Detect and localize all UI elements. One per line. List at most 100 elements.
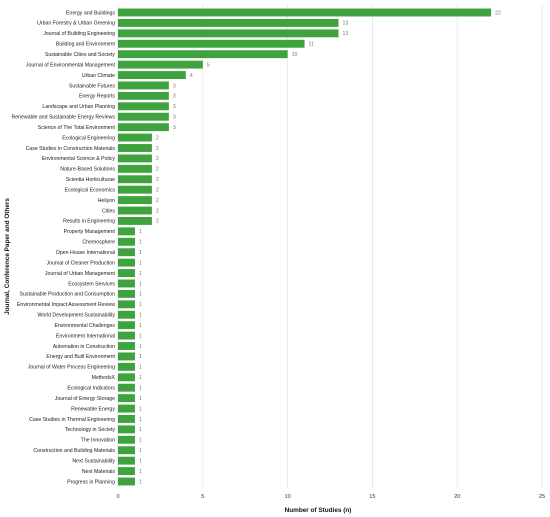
bar [118, 227, 135, 236]
value-label: 2 [156, 208, 159, 214]
category-label: Scientia Horticulturae [66, 177, 115, 183]
x-tick-label: 25 [539, 494, 545, 500]
value-label: 1 [139, 417, 142, 423]
bar [118, 196, 152, 205]
category-label: Case Studies in Construction Materials [26, 146, 116, 152]
category-label: Next Materials [82, 469, 116, 475]
value-label: 2 [156, 198, 159, 204]
bar [118, 206, 152, 215]
value-label: 1 [139, 448, 142, 454]
y-axis-title: Journal, Conference Paper and Others [4, 198, 11, 315]
category-label: Science of The Total Environment [38, 125, 116, 131]
value-label: 1 [139, 323, 142, 329]
value-label: 13 [342, 31, 348, 37]
value-label: 1 [139, 313, 142, 319]
value-label: 1 [139, 229, 142, 235]
value-label: 2 [156, 187, 159, 193]
category-label: Property Management [64, 229, 116, 235]
category-label: Heliyon [98, 198, 115, 204]
bar [118, 123, 169, 132]
bar [118, 112, 169, 121]
value-label: 1 [139, 396, 142, 402]
bar [118, 362, 135, 371]
value-label: 1 [139, 427, 142, 433]
x-tick-label: 5 [201, 494, 204, 500]
value-label: 22 [495, 10, 501, 16]
category-label: Ecological Indicators [67, 386, 115, 392]
bar [118, 477, 135, 486]
category-label: Renewable Energy [71, 406, 115, 412]
category-label: MethodsX [92, 375, 116, 381]
bar [118, 331, 135, 340]
value-label: 3 [173, 83, 176, 89]
bar [118, 102, 169, 111]
bar [118, 248, 135, 257]
category-label: Energy and Built Environment [46, 354, 115, 360]
category-label: Case Studies in Thermal Engineering [29, 417, 115, 423]
bar [118, 8, 492, 17]
value-label: 1 [139, 386, 142, 392]
category-label: Building and Environment [56, 42, 116, 48]
bar [118, 50, 288, 59]
value-label: 1 [139, 458, 142, 464]
category-label: Energy Reports [79, 94, 115, 100]
category-label: Journal of Cleaner Production [46, 260, 115, 266]
bar [118, 310, 135, 319]
bar [118, 279, 135, 288]
category-label: Ecosystem Services [68, 281, 115, 287]
value-label: 2 [156, 156, 159, 162]
bar [118, 415, 135, 423]
category-label: Results in Engineering [63, 219, 115, 225]
bar [118, 394, 135, 403]
category-labels: Energy and Buildings Urban Forestry & Urb… [11, 10, 115, 485]
x-tick-label: 15 [369, 494, 375, 500]
category-label: The Innovation [81, 438, 115, 444]
bar [118, 258, 135, 267]
category-label: Environment International [56, 333, 115, 339]
value-label: 1 [139, 375, 142, 381]
value-label: 2 [156, 146, 159, 152]
value-label: 1 [139, 281, 142, 287]
category-label: Environmental Science & Policy [42, 156, 116, 162]
value-label: 2 [156, 135, 159, 141]
category-label: Sustainable Production and Consumption [20, 292, 116, 298]
bar [118, 144, 152, 152]
bar [118, 456, 135, 465]
bar [118, 269, 135, 278]
category-label: Journal of Environmental Management [26, 62, 116, 68]
value-label: 2 [156, 167, 159, 173]
value-label: 1 [139, 438, 142, 444]
value-label: 1 [139, 250, 142, 256]
value-label: 1 [139, 365, 142, 371]
value-labels: 2213131110543333322222222211111111111111… [139, 10, 501, 485]
value-label: 3 [173, 94, 176, 100]
value-label: 3 [173, 104, 176, 110]
category-label: Automation in Construction [53, 344, 115, 350]
bar [118, 467, 135, 476]
value-label: 1 [139, 479, 142, 485]
category-label: Ecological Economics [65, 187, 116, 193]
category-label: Energy and Buildings [66, 10, 115, 16]
bar [118, 352, 135, 361]
x-axis-ticks: 0 5 10 15 20 25 [116, 494, 545, 500]
bar [118, 39, 305, 48]
category-label: Journal of Energy Storage [55, 396, 115, 402]
value-label: 1 [139, 302, 142, 308]
bar [118, 404, 135, 413]
category-label: Chemosphere [82, 240, 115, 246]
bar [118, 216, 152, 225]
value-label: 1 [139, 260, 142, 266]
bar [118, 300, 135, 309]
value-label: 1 [139, 292, 142, 298]
bar [118, 175, 152, 184]
bar [118, 435, 135, 444]
bar [118, 164, 152, 173]
category-label: Nature-Based Solutions [60, 167, 115, 173]
bar [118, 91, 169, 100]
category-label: Environmental Challenges [54, 323, 115, 329]
category-label: Cities [102, 208, 115, 214]
category-label: Technology in Society [65, 427, 116, 433]
bar [118, 81, 169, 90]
value-label: 3 [173, 115, 176, 121]
